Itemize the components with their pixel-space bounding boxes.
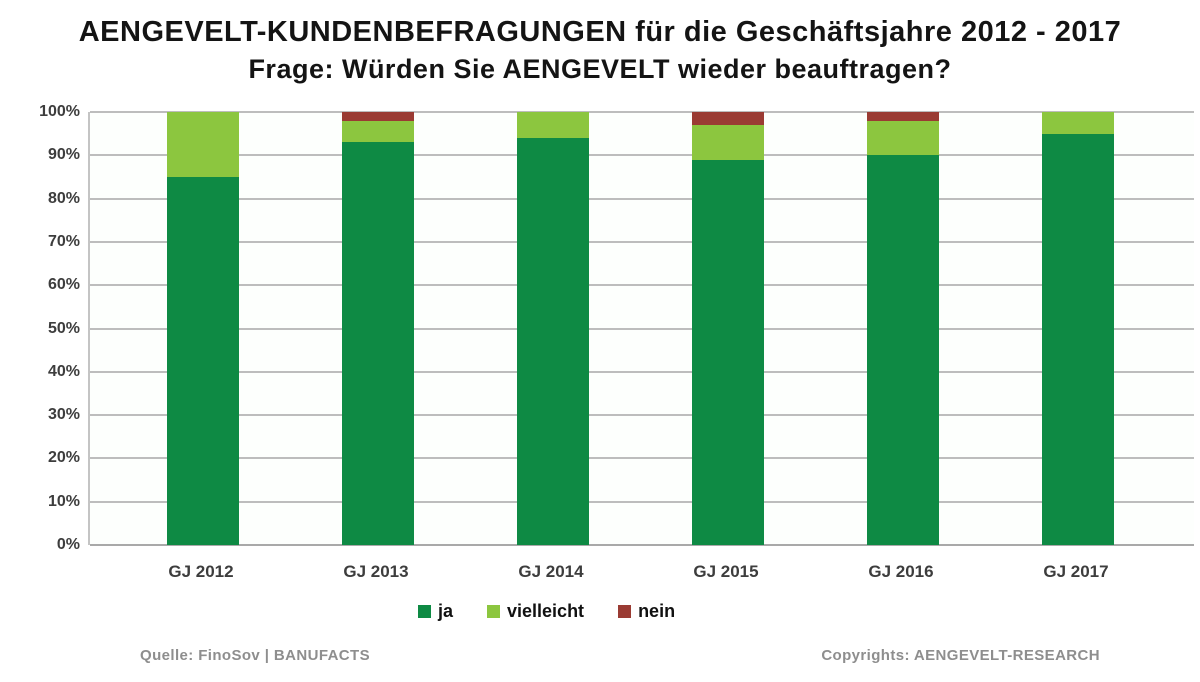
gridline-0% (90, 544, 1194, 546)
x-tick-label-gj-2015: GJ 2015 (693, 562, 759, 581)
bar-segment-vielleicht-gj-2012 (167, 112, 239, 177)
bar-segment-nein-gj-2015 (692, 112, 764, 126)
bar-segment-nein-gj-2013 (342, 112, 414, 121)
gridline-60% (90, 284, 1194, 287)
y-tick-label-10%: 10% (47, 492, 80, 510)
bar-segment-vielleicht-gj-2017 (1042, 112, 1114, 134)
legend-swatch-vielleicht (487, 605, 501, 618)
bar-gj-2014 (517, 112, 589, 545)
chart-subtitle: Frage: Würden Sie AENGEVELT wieder beauf… (248, 54, 952, 84)
legend-item-ja: ja (418, 601, 453, 622)
chart-title: AENGEVELT-KUNDENBEFRAGUNGEN für die Gesc… (78, 16, 1122, 48)
y-tick-label-20%: 20% (47, 449, 80, 467)
bar-segment-vielleicht-gj-2014 (517, 112, 589, 138)
bar-segment-ja-gj-2016 (867, 155, 939, 545)
bar-gj-2016 (867, 112, 939, 545)
bar-segment-ja-gj-2013 (342, 142, 414, 545)
source-note: Quelle: FinoSov | BANUFACTS (140, 647, 371, 664)
gridline-30% (90, 414, 1194, 417)
legend-swatch-nein (618, 605, 632, 618)
y-tick-label-40%: 40% (47, 362, 80, 380)
y-tick-label-0%: 0% (56, 536, 80, 553)
legend-label-nein: nein (638, 601, 676, 621)
x-tick-label-gj-2013: GJ 2013 (343, 562, 409, 581)
bar-segment-vielleicht-gj-2016 (867, 120, 939, 156)
bar-gj-2017 (1042, 112, 1114, 545)
gridline-40% (90, 370, 1194, 373)
x-tick-label-gj-2014: GJ 2014 (518, 562, 584, 581)
copyright-note: Copyrights: AENGEVELT-RESEARCH (821, 647, 1100, 664)
bar-segment-nein-gj-2016 (867, 112, 939, 121)
gridline-10% (90, 500, 1194, 503)
bar-segment-vielleicht-gj-2013 (342, 120, 414, 143)
bar-segment-ja-gj-2012 (167, 176, 239, 545)
y-tick-label-90%: 90% (47, 146, 80, 164)
bar-gj-2012 (167, 112, 239, 545)
legend-label-ja: ja (438, 601, 454, 621)
bar-segment-vielleicht-gj-2015 (692, 125, 764, 160)
x-tick-label-gj-2016: GJ 2016 (868, 562, 934, 581)
y-tick-label-80%: 80% (47, 189, 80, 207)
gridline-90% (90, 154, 1194, 157)
bar-segment-ja-gj-2017 (1042, 133, 1114, 545)
y-tick-label-50%: 50% (47, 319, 80, 337)
y-tick-label-100%: 100% (39, 103, 80, 120)
gridline-80% (90, 197, 1194, 200)
chart-legend: ja vielleicht nein (418, 601, 675, 622)
gridline-20% (90, 457, 1194, 460)
y-tick-label-60%: 60% (47, 276, 80, 294)
y-tick-label-70%: 70% (47, 232, 80, 250)
chart-plot-area (88, 111, 1194, 546)
legend-swatch-ja (418, 605, 431, 618)
y-tick-label-30%: 30% (47, 406, 80, 424)
gridline-100% (90, 111, 1194, 113)
bar-gj-2015 (692, 112, 764, 545)
legend-item-vielleicht: vielleicht (487, 601, 584, 622)
x-tick-label-gj-2017: GJ 2017 (1043, 562, 1109, 581)
legend-label-vielleicht: vielleicht (507, 601, 585, 621)
gridline-70% (90, 240, 1194, 243)
legend-item-nein: nein (618, 601, 675, 622)
bar-segment-ja-gj-2014 (517, 137, 589, 545)
gridline-50% (90, 327, 1194, 330)
bar-gj-2013 (342, 112, 414, 545)
x-tick-label-gj-2012: GJ 2012 (168, 562, 234, 581)
bar-segment-ja-gj-2015 (692, 159, 764, 545)
